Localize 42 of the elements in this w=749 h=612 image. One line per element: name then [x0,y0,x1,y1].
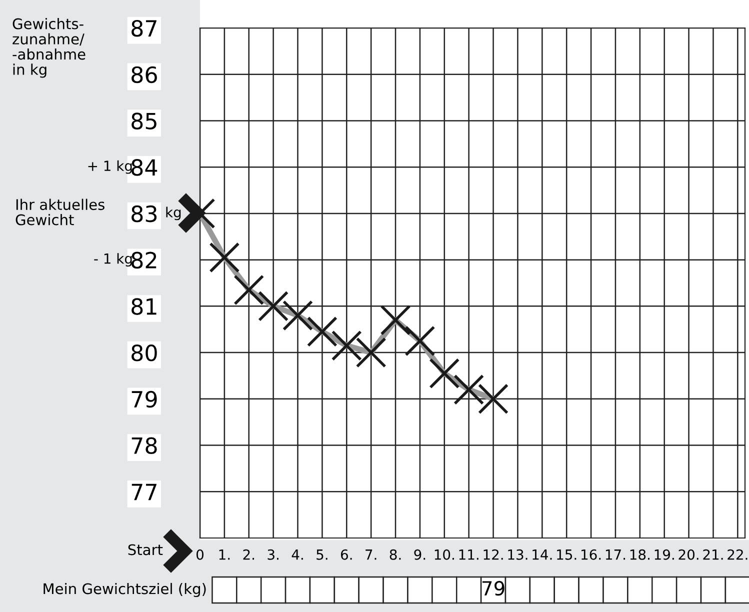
y-axis-title: Gewichts- zunahme/ -abnahme in kg [12,18,86,78]
x-tick-label: 5. [316,550,328,560]
x-tick-label: 3. [268,549,278,560]
x-tick-label: 1. [219,550,230,560]
x-tick-label: 12. [484,549,503,560]
x-tick-label: 2. [243,549,254,560]
text: Mein Gewichtsziel (kg) [44,582,206,598]
y-tick-label: 86 [132,66,157,84]
x-tick-label: 17. [606,550,626,560]
text: kg [166,206,181,220]
x-tick-label: 21. [703,549,723,560]
x-tick-label: 10. [434,549,454,560]
y-tick-label: 85 [132,112,156,130]
y-tick-label: 82 [132,252,156,269]
x-tick-label: 20. [678,549,698,560]
x-tick-label: 0 [196,549,204,560]
text: + 1 kg [88,160,132,174]
x-tick-label: 13. [508,549,528,560]
text: Ihr aktuelles Gewicht [16,198,104,226]
x-tick-label: 15. [557,550,576,560]
y-tick-label: 80 [132,344,157,362]
x-tick-label: 9. [414,549,426,560]
x-tick-label: 4. [292,550,303,560]
x-tick-label: 16. [582,549,601,560]
y-tick-label: 83 [132,205,157,222]
x-tick-label: 6. [340,549,352,560]
x-tick-label: 22. [728,549,748,560]
x-tick-label: 7. [366,550,376,560]
y-tick-label: 78 [132,437,157,454]
x-tick-label: 8. [390,549,401,560]
text: - 1 kg [94,253,132,267]
y-tick-label: 81 [132,298,156,315]
y-tick-label: 79 [132,390,157,408]
text: Start [128,544,163,556]
y-tick-label: 87 [132,20,156,37]
x-tick-label: 11. [459,550,478,560]
x-tick-label: 19. [654,549,674,560]
text: 79 [482,580,504,596]
y-tick-label: 77 [132,484,156,500]
x-tick-label: 18. [630,549,650,560]
x-tick-label: 14. [532,550,552,560]
y-tick-label: 84 [132,159,158,176]
